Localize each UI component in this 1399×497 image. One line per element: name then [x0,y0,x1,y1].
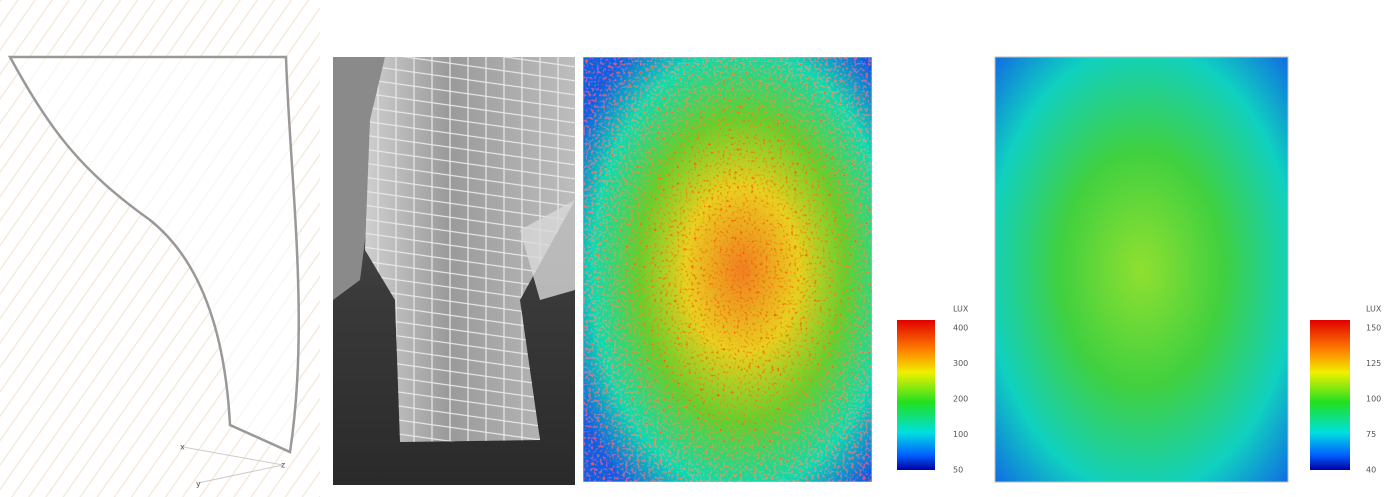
colorbar-label: 50 [953,466,963,475]
colorbar-label: 40 [1366,466,1376,475]
colorbar-label: 100 [1366,395,1381,404]
colorbar-label: 400 [953,324,968,333]
sem-image [333,57,575,485]
figure: x z y LUX 400 300 200 100 50 LUX 150 125 100 75 40 [0,0,1399,497]
heatmap [995,57,1288,482]
colorbar-label: 75 [1366,430,1376,439]
colorbar-label: 150 [1366,324,1381,333]
figure-canvas: x z y LUX 400 300 200 100 50 LUX 150 125 100 75 40 [0,0,1399,497]
colorbar-label: 125 [1366,359,1381,368]
colorbar-unit: LUX [953,305,969,314]
axis-letter: y [196,480,201,489]
colorbar-label: 300 [953,359,968,368]
outline-drawing [0,0,320,497]
colorbar-unit: LUX [1366,305,1382,314]
axis-letter: x [180,443,185,452]
heatmap [583,57,872,482]
colorbar [897,320,935,470]
colorbar-label: 200 [953,395,968,404]
colorbar [1310,320,1350,470]
axis-letter: z [281,461,285,470]
colorbar-label: 100 [953,430,968,439]
